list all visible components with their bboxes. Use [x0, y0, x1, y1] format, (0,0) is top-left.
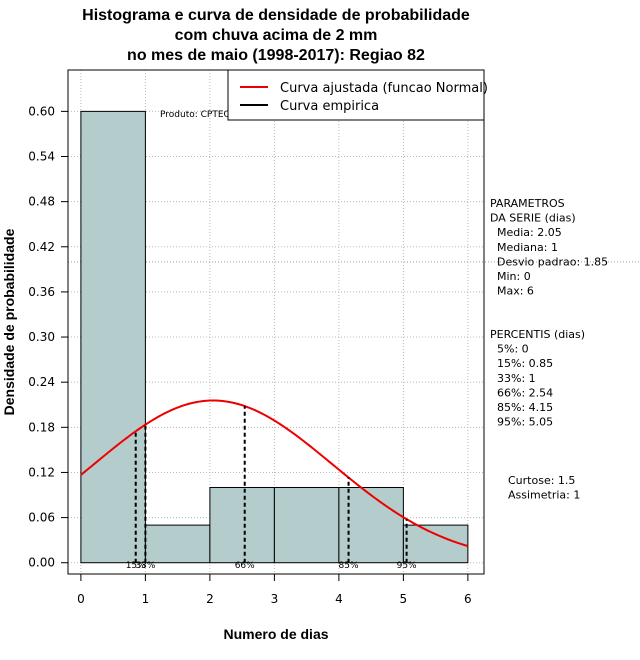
stats-parameters-line: Media: 2.05	[490, 226, 562, 239]
normal-curve-line	[80, 399, 469, 548]
x-tick-label: 6	[464, 592, 472, 606]
legend: Curva ajustada (funcao Normal) Curva empi…	[227, 69, 488, 121]
stats-percentiles-line: 85%: 4.15	[490, 401, 553, 414]
chart-title-line: no mes de maio (1998-2017): Regiao 82	[127, 47, 425, 64]
y-axis-title: Densidade de probabilidade	[1, 228, 17, 415]
histogram-bar	[402, 524, 469, 564]
histogram-bar	[209, 486, 275, 564]
stats-parameters-line: Max: 6	[490, 285, 534, 298]
text-layer: Histograma e curva de densidade de proba…	[1, 7, 608, 642]
stats-percentiles-line: 15%: 0.85	[490, 357, 553, 370]
legend-box	[227, 69, 485, 121]
stats-percentiles-line: 33%: 1	[490, 372, 536, 385]
stats-percentiles-line: PERCENTIS (dias)	[490, 328, 585, 341]
y-tick-label: 0.18	[28, 420, 55, 434]
y-tick-label: 0.06	[28, 511, 55, 525]
chart-title-line: com chuva acima de 2 mm	[175, 27, 378, 44]
stats-shape-line: Curtose: 1.5	[508, 474, 575, 487]
y-tick-label: 0.42	[28, 240, 55, 254]
stats-percentiles-line: 5%: 0	[490, 343, 529, 356]
y-tick-label: 0.54	[28, 150, 55, 164]
legend-label: Curva empirica	[280, 99, 379, 114]
y-tick-label: 0.00	[28, 556, 55, 570]
stats-parameters-line: Mediana: 1	[490, 241, 558, 254]
stats-shape-line: Assimetria: 1	[508, 489, 580, 502]
credit-text: Produto: CPTEC/INPE	[160, 110, 254, 120]
axes-layer: 0 1 2 3 4 5 6 0.00 0.06 0.12 0.18 0.24 0.30 0.36 0.42 0…	[28, 69, 485, 606]
stats-parameters-line: DA SERIE (dias)	[490, 212, 576, 225]
y-tick-label: 0.24	[28, 375, 55, 389]
percentile-label: 66%	[235, 561, 255, 571]
legend-label: Curva ajustada (funcao Normal)	[280, 81, 488, 96]
x-tick-label: 1	[142, 592, 150, 606]
percentile-label: 33%	[135, 561, 155, 571]
curve-layer	[80, 399, 469, 548]
percentile-label: 95%	[397, 561, 417, 571]
histogram-bar	[144, 524, 211, 564]
x-tick-label: 3	[271, 592, 279, 606]
stats-percentiles-line: 66%: 2.54	[490, 386, 553, 399]
y-tick-label: 0.36	[28, 285, 55, 299]
x-tick-label: 0	[77, 592, 85, 606]
percentile-label: 85%	[339, 561, 359, 571]
chart-title-line: Histograma e curva de densidade de proba…	[82, 7, 470, 24]
y-tick-label: 0.12	[28, 465, 55, 479]
x-tick-label: 2	[206, 592, 214, 606]
stats-parameters-line: Desvio padrao: 1.85	[490, 255, 608, 268]
y-tick-label: 0.60	[28, 104, 55, 118]
bars-layer	[80, 110, 469, 564]
histogram-bar	[80, 110, 146, 564]
percentile-layer: 15%33% 66% 85% 95%	[126, 406, 417, 571]
y-tick-label: 0.48	[28, 195, 55, 209]
y-tick-label: 0.30	[28, 330, 55, 344]
histogram-bar	[338, 486, 404, 564]
stats-parameters-line: PARAMETROS	[490, 197, 565, 210]
x-tick-label: 5	[400, 592, 408, 606]
stats-percentiles-line: 95%: 5.05	[490, 416, 553, 429]
stats-parameters-line: Min: 0	[490, 270, 531, 283]
percentile-label: 15%	[126, 561, 146, 571]
histogram-bar	[273, 486, 340, 564]
x-axis-title: Numero de dias	[223, 626, 328, 642]
x-tick-label: 4	[335, 592, 343, 606]
